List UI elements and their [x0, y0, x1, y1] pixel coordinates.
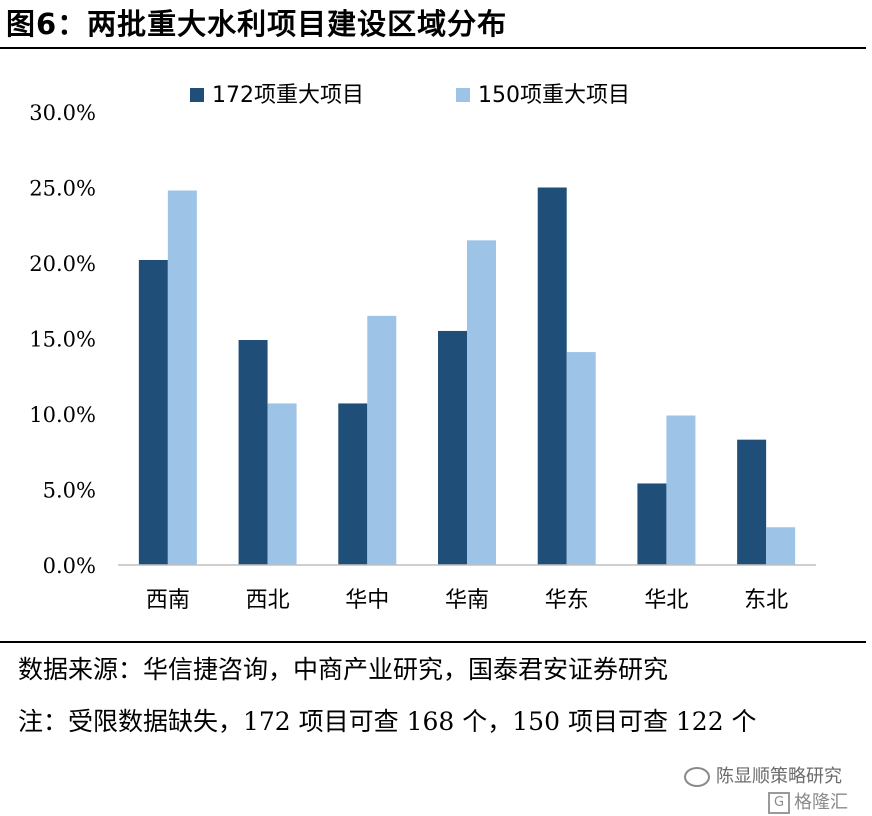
figure-title: 图6：两批重大水利项目建设区域分布	[6, 7, 508, 41]
bar-172	[438, 330, 467, 565]
wechat-watermark: 陈显顺策略研究	[684, 762, 842, 788]
source-divider	[0, 641, 866, 643]
bar-150	[167, 190, 197, 565]
brand-logo-icon: G	[768, 792, 790, 814]
bar-172	[537, 187, 567, 565]
bar-172	[737, 439, 767, 565]
x-category-label: 华中	[345, 588, 389, 613]
data-note: 注：受限数据缺失，172 项目可查 168 个，150 项目可查 122 个	[18, 707, 757, 736]
y-tick-label: 5.0%	[43, 479, 96, 503]
wechat-icon	[684, 767, 710, 787]
y-tick-label: 25.0%	[29, 177, 96, 201]
bar-172	[138, 259, 168, 565]
title-divider	[0, 47, 866, 49]
y-tick-label: 10.0%	[29, 403, 96, 427]
y-tick-label: 15.0%	[29, 328, 96, 352]
bar-150	[766, 527, 796, 565]
x-category-label: 华南	[445, 588, 489, 613]
bar-150	[566, 352, 596, 565]
brand-watermark: G 格隆汇	[768, 788, 848, 814]
legend-swatch-150	[456, 88, 470, 102]
y-tick-label: 30.0%	[29, 101, 96, 125]
x-category-label: 西南	[146, 588, 190, 613]
legend-label-150: 150项重大项目	[478, 83, 630, 108]
source-note: 数据来源：华信捷咨询，中商产业研究，国泰君安证券研究	[18, 655, 669, 684]
x-category-label: 东北	[744, 588, 788, 613]
bar-172	[338, 403, 368, 565]
bar-150	[666, 415, 696, 565]
x-category-label: 华北	[644, 588, 688, 613]
y-tick-label: 20.0%	[29, 252, 96, 276]
legend-swatch-172	[190, 88, 204, 102]
wechat-account-label: 陈显顺策略研究	[716, 766, 842, 787]
x-category-label: 西北	[246, 588, 290, 613]
x-category-label: 华东	[545, 588, 589, 613]
bar-150	[467, 240, 496, 565]
bar-150	[267, 403, 297, 565]
brand-label: 格隆汇	[794, 792, 848, 813]
bar-150	[367, 315, 397, 565]
legend-label-172: 172项重大项目	[212, 83, 364, 108]
bar-172	[238, 340, 268, 565]
bar-chart: 0.0% 5.0% 10.0% 15.0% 20.0% 25.0% 30.0% 西南 西北 华中 华…	[29, 83, 816, 613]
y-tick-label: 0.0%	[43, 554, 96, 578]
bar-172	[637, 483, 667, 565]
